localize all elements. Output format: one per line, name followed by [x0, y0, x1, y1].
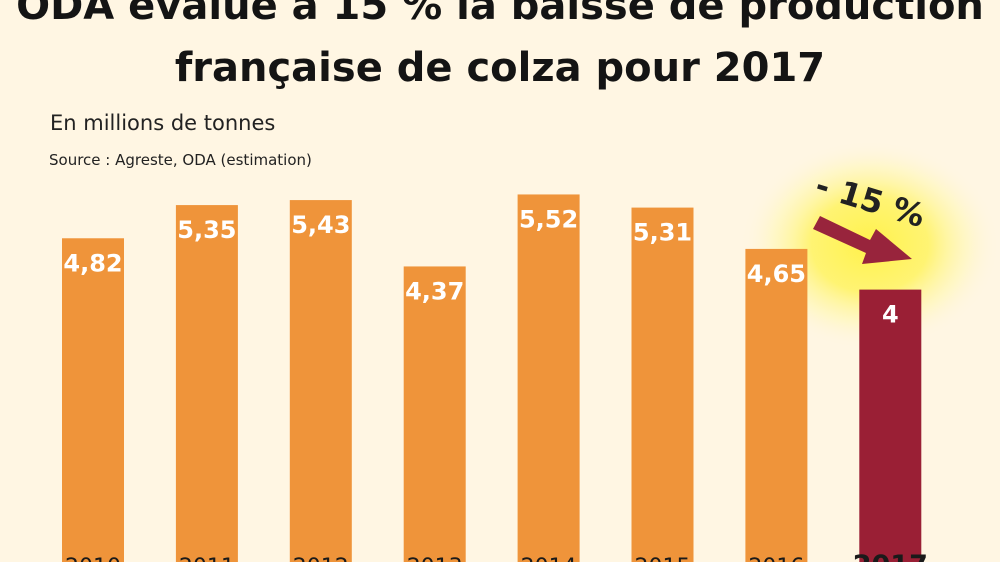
bar-value-label-2014: 5,52: [519, 205, 578, 233]
bar-value-label-2011: 5,35: [177, 216, 236, 244]
bar-value-label-2017: 4: [882, 301, 899, 329]
bar-value-label-2012: 5,43: [291, 211, 350, 239]
chart-title-line-2: française de colza pour 2017: [174, 45, 826, 91]
x-tick-label-2016: 2016: [748, 555, 804, 562]
bar-value-label-2015: 5,31: [633, 219, 692, 247]
bar-2013: [403, 266, 466, 562]
bar-2012: [289, 200, 352, 562]
bar-value-label-2016: 4,65: [747, 260, 806, 288]
x-tick-label-2012: 2012: [293, 555, 349, 562]
chart-source: Source : Agreste, ODA (estimation): [49, 151, 312, 169]
decrease-arrow-icon: [813, 216, 912, 264]
x-tick-label-2015: 2015: [635, 555, 691, 562]
x-tick-label-2017: 2017: [853, 550, 928, 562]
bar-2010: [62, 238, 124, 562]
bar-2014: [517, 194, 580, 562]
chart-subtitle: En millions de tonnes: [50, 111, 276, 135]
bar-value-label-2013: 4,37: [405, 277, 464, 305]
bar-2011: [175, 205, 238, 562]
x-tick-label-2010: 2010: [65, 555, 121, 562]
chart-title-line-1: ODA évalue à 15 % la baisse de productio…: [16, 0, 984, 29]
x-tick-label-2014: 2014: [521, 555, 577, 562]
x-tick-label-2011: 2011: [179, 555, 235, 562]
bar-value-label-2010: 4,82: [63, 249, 122, 277]
bar-2015: [631, 207, 694, 562]
x-tick-label-2013: 2013: [407, 555, 463, 562]
bar-2017: [859, 289, 922, 562]
bar-2016: [745, 248, 808, 562]
